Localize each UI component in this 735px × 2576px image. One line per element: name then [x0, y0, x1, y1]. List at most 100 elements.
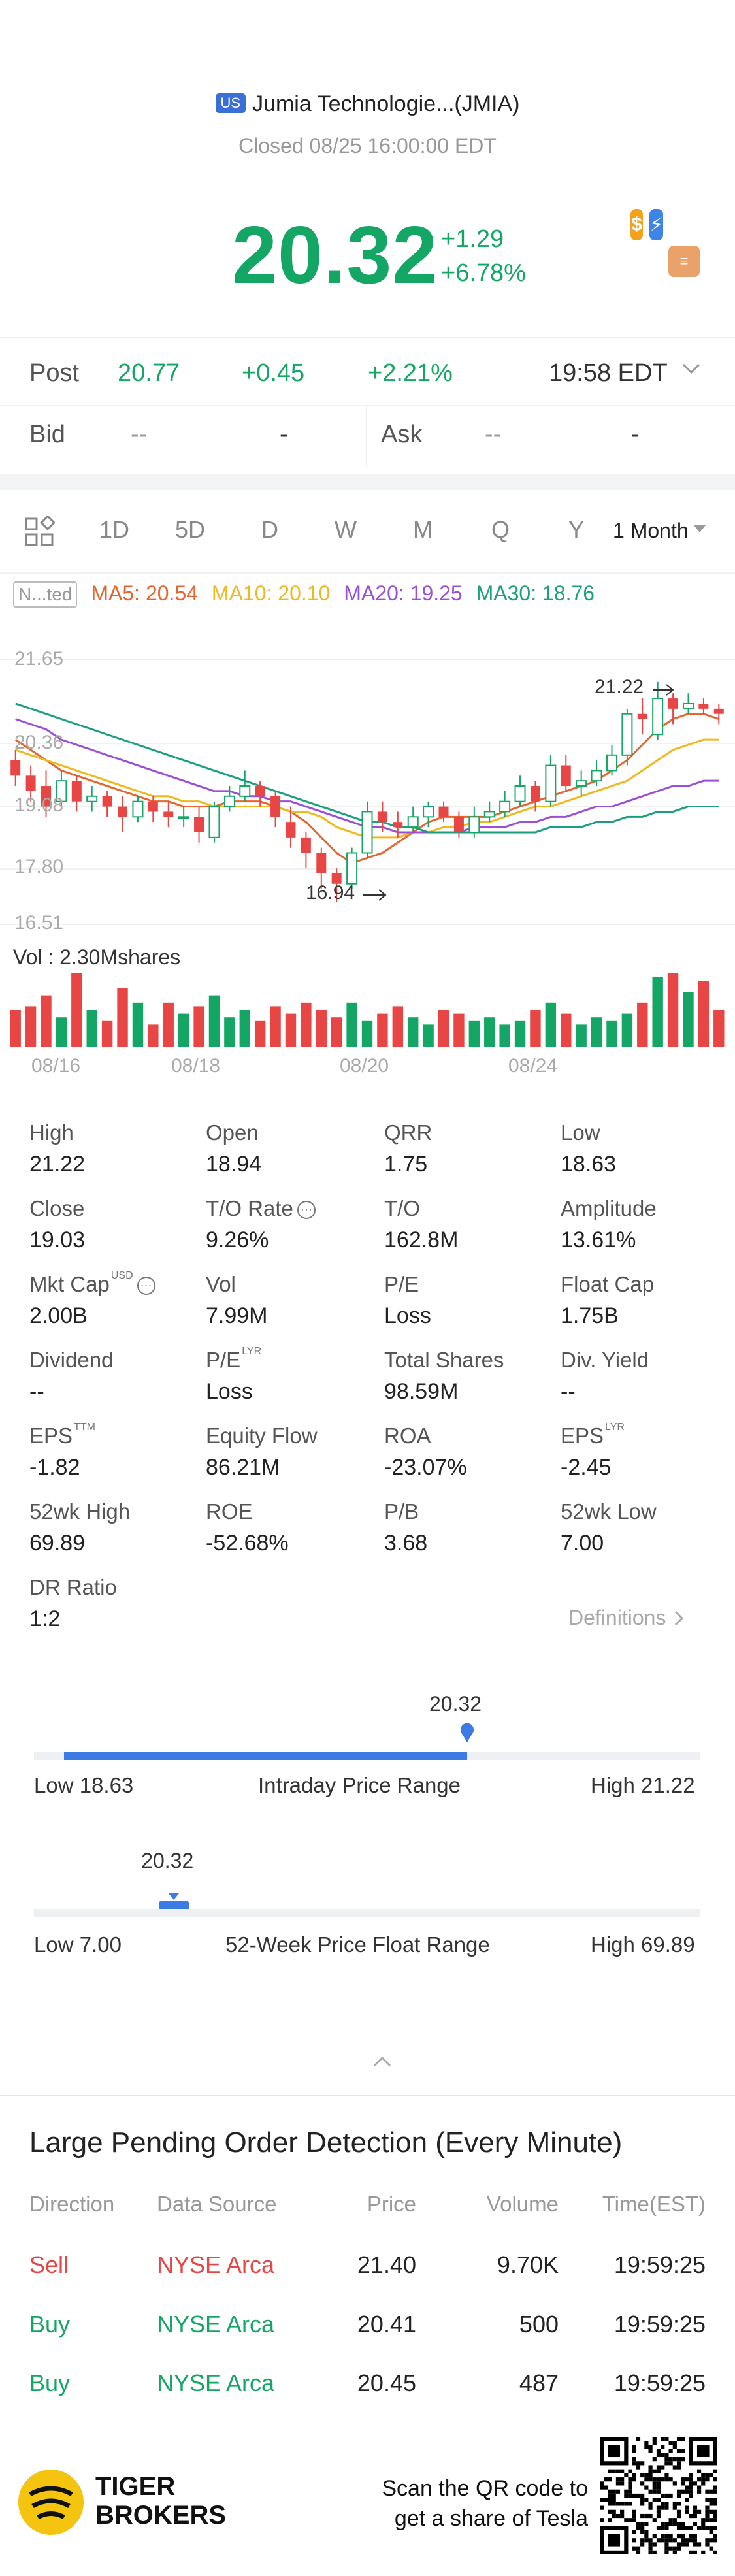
tab-year[interactable]: Y: [568, 516, 585, 543]
stock-title[interactable]: US Jumia Technologie...(JMIA): [0, 91, 735, 117]
qr-module: [600, 2485, 604, 2490]
qr-module: [628, 2477, 632, 2482]
qr-module: [608, 2469, 612, 2473]
qr-module: [648, 2449, 653, 2453]
definitions-link[interactable]: Definitions: [568, 1606, 686, 1630]
qr-finder: [608, 2445, 621, 2458]
qr-finder: [608, 2534, 621, 2547]
layout-grid-icon[interactable]: [24, 516, 55, 547]
qr-module: [640, 2481, 645, 2486]
divider: [0, 572, 735, 574]
qr-module: [628, 2502, 632, 2506]
qr-module: [693, 2509, 697, 2514]
qr-module: [620, 2477, 625, 2482]
x-tick: 08/20: [340, 1055, 389, 1077]
bid-price: --: [131, 421, 148, 448]
qr-module: [709, 2530, 713, 2534]
qr-module: [652, 2485, 657, 2490]
period-select[interactable]: 1 Month: [613, 519, 706, 543]
tab-5d[interactable]: 5D: [175, 516, 206, 543]
stat-value: 98.59M: [384, 1379, 459, 1404]
volume-bar: [193, 1006, 204, 1047]
definitions-label: Definitions: [568, 1606, 666, 1629]
qr-module: [652, 2542, 657, 2547]
brand-line: TIGER: [95, 2472, 176, 2501]
qr-module: [676, 2489, 681, 2494]
flash-icon[interactable]: ⚡: [649, 209, 663, 240]
qr-code-icon[interactable]: [600, 2437, 717, 2554]
dollar-icon[interactable]: $: [630, 209, 643, 240]
tab-1d[interactable]: 1D: [99, 516, 130, 543]
y-tick: 19.08: [14, 794, 64, 816]
tab-week[interactable]: W: [335, 516, 357, 543]
qr-module: [676, 2449, 681, 2453]
qr-module: [672, 2518, 677, 2522]
stat-value: 86.21M: [206, 1455, 280, 1480]
candle: [208, 801, 220, 843]
volume-bar: [468, 1020, 480, 1047]
qr-module: [624, 2502, 629, 2506]
stock-name: Jumia Technologie...(JMIA): [252, 91, 520, 116]
tab-quarter[interactable]: Q: [491, 516, 510, 543]
qr-module: [672, 2465, 677, 2470]
qr-module: [628, 2469, 632, 2473]
qr-module: [701, 2526, 706, 2530]
qr-module: [628, 2485, 632, 2490]
lyr-sup: LYR: [242, 1346, 262, 1357]
volume-bar: [25, 1006, 37, 1047]
qr-module: [615, 2469, 621, 2473]
candle: [545, 755, 557, 807]
qr-module: [664, 2505, 669, 2510]
qr-module: [620, 2509, 625, 2514]
qr-module: [681, 2457, 685, 2462]
volume-bar: [346, 1002, 357, 1047]
stat-value: 18.94: [206, 1152, 262, 1177]
qr-module: [664, 2502, 669, 2506]
stack-icon[interactable]: ≡: [668, 246, 700, 277]
adjust-toggle[interactable]: N...ted: [13, 581, 78, 608]
tab-month[interactable]: M: [413, 516, 433, 543]
qr-module: [615, 2481, 621, 2486]
qr-module: [648, 2502, 653, 2506]
qr-module: [709, 2526, 713, 2530]
post-price: 20.77: [118, 359, 180, 387]
qr-module: [632, 2509, 636, 2514]
qr-module: [664, 2473, 669, 2478]
qr-module: [604, 2498, 608, 2502]
qr-module: [644, 2498, 649, 2502]
qr-module: [693, 2538, 697, 2543]
kline-chart[interactable]: 21.65 20.36 19.08 17.80 16.51 21.22 16.9…: [0, 627, 735, 1098]
tab-day[interactable]: D: [261, 516, 278, 543]
volume-bar: [101, 1020, 113, 1047]
candle: [438, 801, 449, 823]
volume-bar: [208, 995, 220, 1047]
more-info-icon[interactable]: ···: [297, 1201, 316, 1219]
stat-dr-ratio: DR Ratio 1:2: [29, 1575, 206, 1632]
qr-module: [648, 2550, 653, 2554]
qr-module: [648, 2469, 653, 2473]
volume-bar: [285, 1013, 297, 1047]
volume-bar: [698, 981, 710, 1047]
qr-module: [612, 2498, 616, 2502]
qr-module: [644, 2477, 649, 2482]
candle: [377, 801, 387, 832]
intraday-track: [34, 1752, 700, 1760]
chevron-down-icon[interactable]: [679, 357, 703, 387]
qr-module: [632, 2445, 636, 2449]
qr-module: [689, 2489, 693, 2494]
qr-module: [620, 2481, 625, 2486]
stat-label: 52wk High: [29, 1499, 131, 1524]
qr-module: [652, 2518, 657, 2522]
qr-module: [689, 2481, 693, 2486]
x-tick: 08/24: [508, 1055, 558, 1077]
stat-label: ROE: [206, 1499, 253, 1524]
candle: [591, 760, 602, 787]
candle: [637, 698, 647, 735]
collapse-chevron-icon[interactable]: [369, 2051, 395, 2071]
more-info-icon[interactable]: ···: [137, 1277, 155, 1295]
qr-module: [636, 2546, 641, 2551]
qr-module: [693, 2522, 697, 2526]
bid-ask-separator: [366, 405, 367, 467]
y-tick: 21.65: [14, 648, 64, 670]
order-volume: 9.70K: [497, 2251, 559, 2278]
